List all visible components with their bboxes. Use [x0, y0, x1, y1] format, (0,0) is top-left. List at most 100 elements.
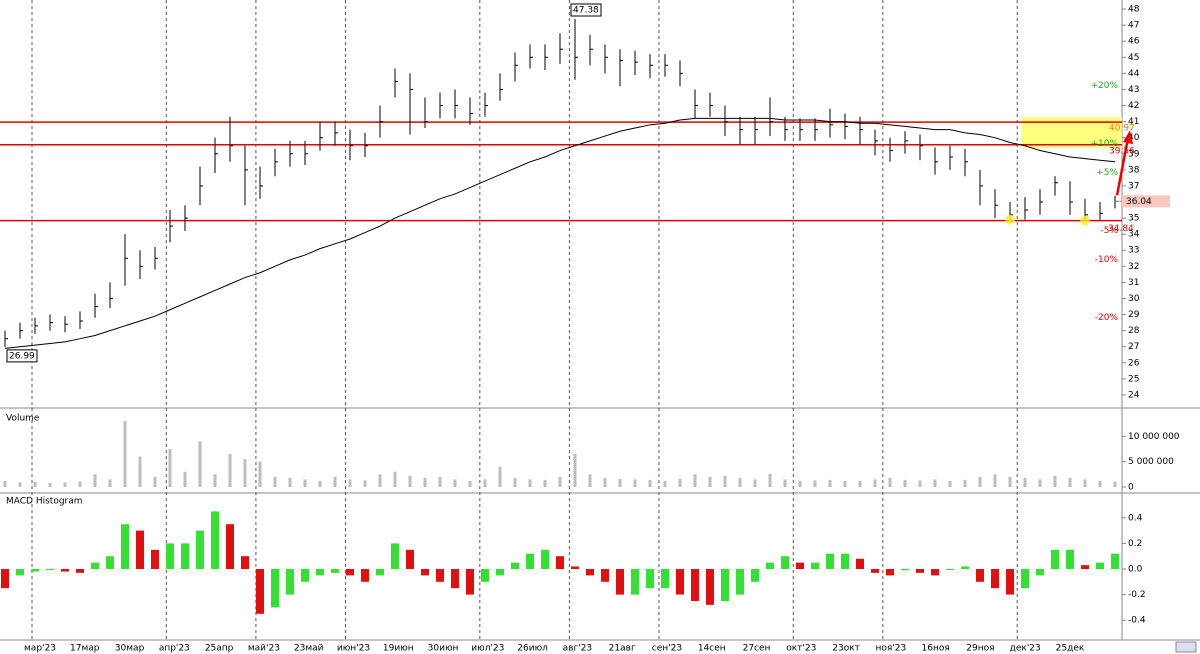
macd-bar: [481, 569, 489, 582]
macd-bar: [271, 569, 279, 608]
macd-bar: [721, 569, 729, 601]
x-tick-label: июл'23: [471, 644, 504, 654]
macd-bar: [871, 569, 879, 573]
x-tick-label: мар'23: [24, 644, 56, 654]
macd-tick-label: 0.4: [1128, 513, 1143, 523]
volume-bar: [48, 482, 52, 487]
volume-bar: [603, 477, 607, 487]
value-label: 47.38: [573, 6, 599, 16]
macd-bar: [106, 556, 114, 569]
last-price-label: 36.04: [1126, 197, 1152, 207]
macd-bar: [751, 569, 759, 582]
y-tick-label: 40: [1128, 133, 1140, 143]
macd-bar: [646, 569, 654, 589]
macd-bar: [676, 569, 684, 595]
volume-bar: [258, 461, 262, 487]
macd-bar: [901, 569, 909, 571]
volume-bar: [1053, 475, 1057, 487]
macd-bar: [1066, 549, 1074, 569]
low-label: 34.84: [1108, 224, 1134, 234]
volume-bar: [693, 474, 697, 487]
macd-tick-label: 0.0: [1128, 565, 1143, 575]
x-tick-label: 17мар: [70, 644, 100, 654]
y-tick-label: 43: [1128, 85, 1139, 95]
volume-bar: [18, 482, 22, 487]
macd-bar: [796, 562, 804, 569]
arrow-head: [1123, 130, 1133, 145]
macd-bar: [31, 569, 39, 572]
volume-bar: [363, 480, 367, 487]
y-tick-label: 34: [1128, 230, 1140, 240]
macd-bar: [556, 556, 564, 569]
y-tick-label: 38: [1128, 165, 1140, 175]
volume-bar: [783, 479, 787, 487]
y-tick-label: 28: [1128, 326, 1140, 336]
y-tick-label: 39: [1128, 149, 1140, 159]
percent-label: +20%: [1090, 81, 1118, 91]
macd-bar: [226, 524, 234, 569]
volume-bar: [738, 477, 742, 487]
macd-bar: [91, 562, 99, 569]
volume-bar: [498, 466, 502, 487]
y-tick-label: 30: [1128, 294, 1140, 304]
volume-bar: [78, 481, 82, 487]
volume-bar: [918, 480, 922, 487]
macd-bar: [691, 569, 699, 601]
low-marker: [1005, 214, 1015, 225]
volume-bar: [828, 479, 832, 487]
volume-bar: [933, 479, 937, 487]
macd-bar: [571, 566, 579, 569]
volume-bar: [513, 477, 517, 487]
macd-bar: [196, 530, 204, 569]
macd-bar: [421, 569, 429, 576]
volume-bar: [633, 479, 637, 487]
macd-bar: [1021, 569, 1029, 589]
volume-bar: [333, 476, 337, 487]
volume-bar: [558, 476, 562, 487]
scroll-button[interactable]: [1175, 641, 1197, 653]
volume-title: Volume: [6, 414, 40, 424]
volume-bar: [1098, 480, 1102, 487]
volume-bar: [243, 459, 247, 487]
macd-bar: [181, 543, 189, 569]
volume-bar: [648, 479, 652, 487]
macd-bar: [946, 569, 954, 570]
y-tick-label: 41: [1128, 117, 1139, 127]
macd-bar: [1036, 569, 1044, 576]
volume-bar: [963, 479, 967, 487]
macd-bar: [436, 569, 444, 582]
macd-bar: [511, 562, 519, 569]
x-tick-label: 25апр: [205, 644, 234, 654]
volume-bar: [873, 479, 877, 487]
macd-tick-label: 0.2: [1128, 539, 1142, 549]
macd-bar: [151, 549, 159, 569]
macd-bar: [841, 553, 849, 569]
x-tick-label: 27сен: [743, 644, 771, 654]
macd-bar: [856, 558, 864, 569]
macd-bar: [61, 569, 69, 572]
y-tick-label: 37: [1128, 181, 1139, 191]
value-label: 26.99: [9, 351, 35, 361]
volume-bar: [1083, 479, 1087, 487]
volume-bar: [768, 473, 772, 487]
volume-bar: [408, 475, 412, 487]
macd-bar: [1006, 569, 1014, 595]
volume-bar: [573, 454, 577, 487]
macd-bar: [256, 569, 264, 614]
volume-bar: [1113, 481, 1117, 487]
x-tick-label: 21авг: [609, 644, 636, 654]
last-price-box: [1122, 195, 1170, 208]
macd-bar: [211, 511, 219, 569]
volume-bar: [108, 479, 112, 487]
y-tick-label: 48: [1128, 5, 1140, 15]
volume-bar: [63, 482, 67, 487]
macd-bar: [631, 569, 639, 595]
level-label: 40.97: [1109, 124, 1135, 134]
volume-bar: [903, 479, 907, 487]
volume-bar: [1023, 477, 1027, 487]
macd-bar: [301, 569, 309, 582]
volume-bar: [753, 479, 757, 487]
x-tick-label: 30июн: [428, 644, 459, 654]
volume-bar: [183, 471, 187, 487]
